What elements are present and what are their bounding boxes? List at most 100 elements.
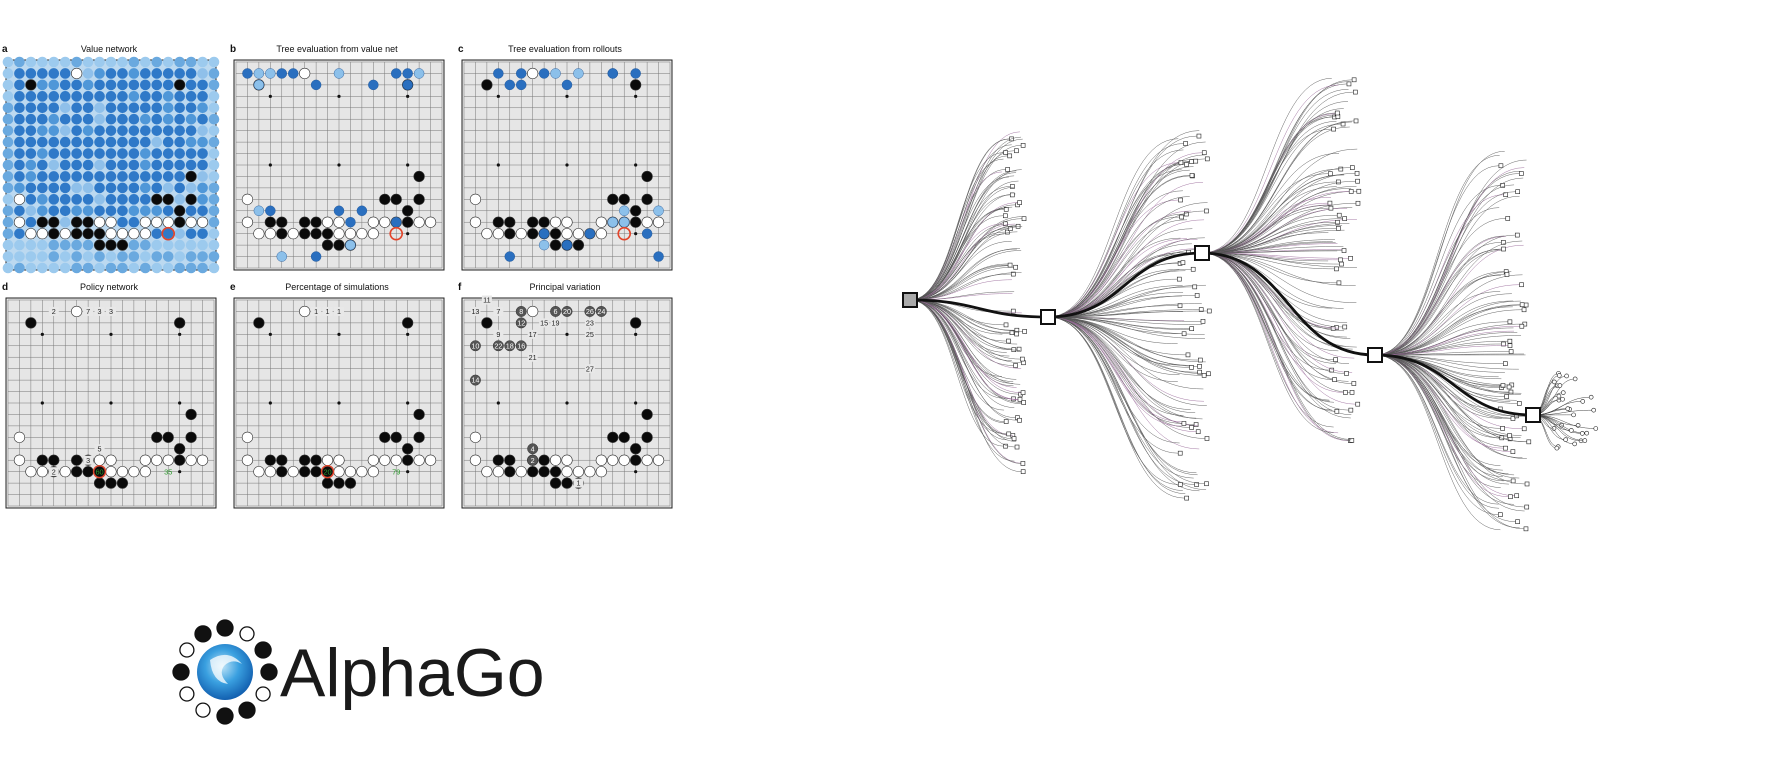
value-cell [151, 182, 163, 194]
leaf-node [1501, 341, 1506, 347]
leaf-node [1330, 326, 1336, 331]
tree-edge [1047, 248, 1197, 318]
leaf-node [1515, 189, 1520, 194]
tree-edge [1374, 354, 1515, 476]
tree-edge [1047, 316, 1203, 420]
value-cell [14, 228, 25, 239]
value-cell [48, 91, 60, 102]
tree-edge [1374, 309, 1523, 356]
leaf-node [1003, 213, 1008, 219]
value-cell [37, 194, 48, 205]
leaf-node [1176, 276, 1182, 282]
star-point [268, 163, 272, 167]
move-label: 21 [529, 353, 537, 362]
value-cell [174, 228, 185, 239]
value-cell [162, 239, 174, 251]
leaf-node [1006, 338, 1011, 344]
tree-edge [1201, 252, 1350, 441]
tree-edge [1201, 153, 1340, 254]
value-cell [208, 125, 220, 136]
white-stone [185, 216, 197, 228]
eval-marker [242, 68, 253, 79]
black-stone [276, 228, 288, 240]
value-cell [48, 148, 60, 159]
go-board [2, 56, 220, 274]
eval-marker [391, 68, 402, 79]
white-stone [469, 431, 482, 443]
black-stone [538, 216, 550, 228]
black-stone [105, 239, 117, 251]
eval-marker [493, 68, 504, 79]
value-cell [185, 251, 197, 262]
tree-edge [1374, 300, 1521, 356]
star-point [565, 332, 569, 336]
logo-black-stone [260, 663, 278, 681]
panel-title: Policy network [80, 282, 139, 292]
value-cell [14, 159, 25, 171]
pv-move-label: 22 [494, 341, 502, 350]
star-point [268, 401, 272, 405]
tree-edge [1047, 316, 1207, 490]
pv-move-label-marker [527, 443, 539, 455]
value-cell [140, 159, 151, 171]
value-cell [208, 113, 220, 125]
best-move-ring [617, 226, 632, 241]
black-stone [299, 228, 311, 240]
value-cell [117, 91, 128, 102]
white-stone [241, 431, 254, 443]
eval-marker [402, 79, 413, 91]
tree-edge [1047, 316, 1200, 450]
tree-edge [1374, 353, 1534, 417]
tree-edge [1047, 182, 1204, 318]
tree-edge [1374, 354, 1499, 515]
leaf-node [1206, 308, 1212, 314]
value-cell [37, 102, 48, 114]
white-stone [367, 216, 379, 228]
value-cell [2, 182, 14, 194]
logo-white-stone [179, 642, 195, 658]
move-label-bg [584, 329, 595, 339]
value-cell [117, 136, 128, 148]
white-stone [333, 228, 345, 240]
value-cell [197, 91, 208, 102]
eval-marker [653, 205, 664, 216]
black-stone [25, 317, 37, 329]
value-cell [174, 113, 185, 125]
value-cell [71, 136, 82, 148]
star-point [496, 163, 500, 167]
value-cell [128, 262, 140, 274]
value-cell [162, 136, 174, 148]
move-label: 11 [483, 296, 490, 305]
tree-edge [909, 180, 1019, 301]
move-label-bg [527, 329, 538, 339]
value-cell [140, 91, 151, 102]
star-point [634, 163, 638, 167]
pv-move-label: 12 [517, 318, 525, 327]
value-cell [94, 79, 105, 91]
value-cell [25, 194, 37, 205]
tree-edge [1201, 121, 1337, 254]
leaf-node [1503, 361, 1508, 366]
white-stone [607, 454, 619, 466]
star-point [40, 401, 44, 405]
white-stone [105, 454, 117, 466]
star-point [565, 163, 569, 167]
tree-edge [1201, 252, 1339, 329]
value-cell [162, 159, 174, 171]
white-stone [162, 216, 174, 228]
black-stone [630, 317, 642, 329]
value-cell [197, 56, 208, 68]
tree-edge [1374, 291, 1501, 356]
eval-marker [368, 79, 379, 91]
eval-marker [253, 79, 265, 91]
eval-marker [288, 68, 299, 79]
pv-move-label-marker [515, 305, 527, 317]
go-boards-figure: a Value network b Tree evaluation from valu… [2, 44, 673, 509]
tree-edge [909, 299, 1012, 400]
tree-edge [1374, 167, 1525, 356]
value-cell [71, 148, 82, 159]
value-cell [151, 148, 163, 159]
star-point [565, 94, 569, 98]
value-cell [94, 148, 105, 159]
tree-edge [1201, 246, 1344, 254]
